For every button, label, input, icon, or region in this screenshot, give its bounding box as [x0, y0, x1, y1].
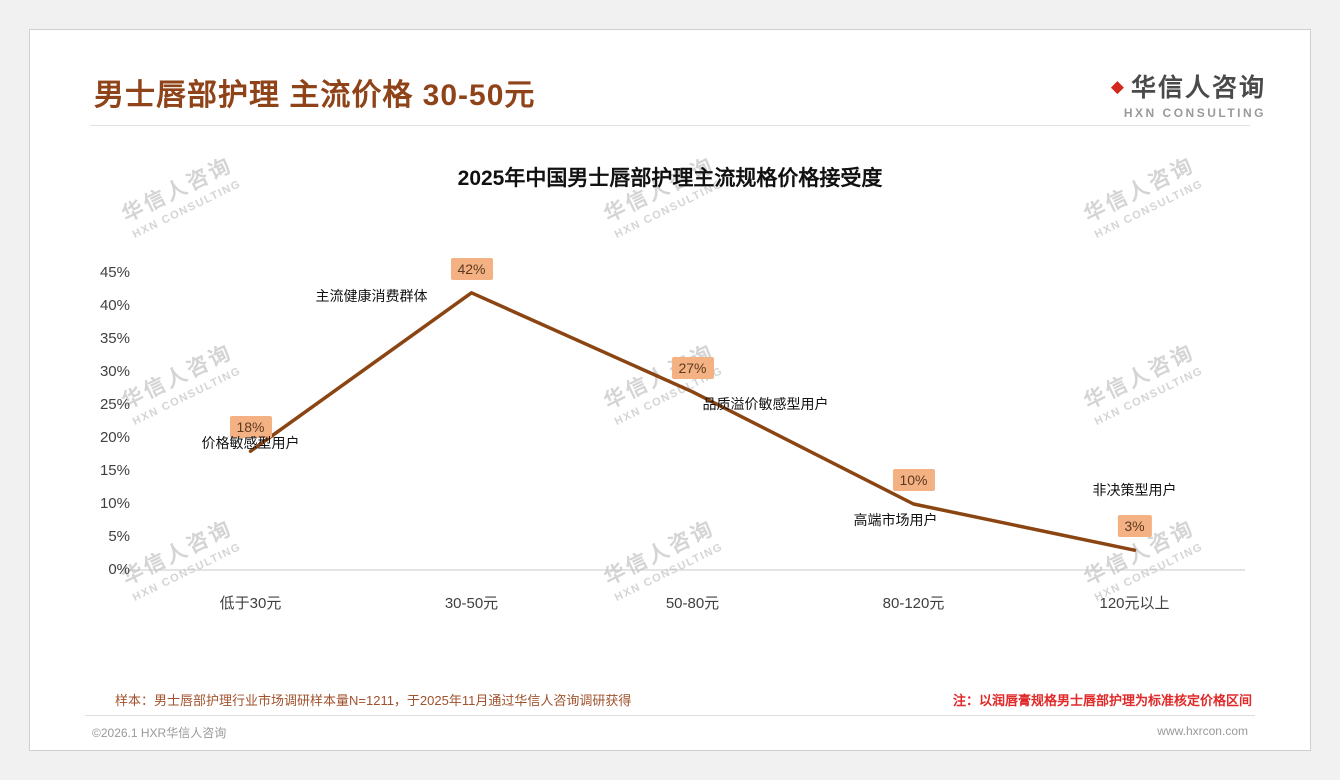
data-point-label: 10% [892, 469, 935, 491]
logo-name-cn: 华信人咨询 [1130, 74, 1266, 102]
data-point-label: 42% [450, 257, 493, 280]
y-axis-label: 40% [99, 297, 130, 314]
logo-icon: ◆ [1110, 76, 1124, 96]
x-axis-label: 30-50元 [444, 595, 499, 612]
y-axis-label: 15% [99, 462, 130, 479]
page-title: 男士唇部护理 主流价格 30-50元 [94, 79, 536, 112]
y-axis-label: 45% [99, 264, 130, 281]
company-logo: ◆ 华信人咨询 HXN CONSULTING [1111, 68, 1266, 120]
standard-note: 注：以润唇膏规格男士唇部护理为标准核定价格区间 [952, 693, 1252, 708]
y-axis-label: 5% [108, 528, 130, 545]
price-acceptance-chart: 0% 5% 10% 15% 20% 25% 30% 35% 40% 45% 低于30元 30-50元 5… [80, 255, 1265, 635]
x-axis-label: 80-120元 [882, 595, 945, 612]
y-axis-label: 10% [99, 495, 130, 512]
sample-note: 样本：男士唇部护理行业市场调研样本量N=1211，于2025年11月通过华信人咨… [115, 693, 632, 708]
website: www.hxrcon.com [1157, 724, 1248, 738]
copyright: ©2026.1 HXR华信人咨询 [92, 726, 227, 740]
segment-annotation: 非决策型用户 [1092, 482, 1177, 499]
segment-annotation: 主流健康消费群体 [315, 287, 428, 304]
segment-annotation: 高端市场用户 [853, 512, 938, 528]
y-axis-label: 25% [99, 396, 130, 413]
segment-annotation: 价格敏感型用户 [201, 435, 300, 452]
header-divider [90, 125, 1250, 126]
line-chart-canvas [128, 291, 1245, 571]
y-axis-label: 35% [99, 330, 130, 347]
price-acceptance-line [248, 291, 1137, 552]
chart-title: 2025年中国男士唇部护理主流规格价格接受度 [457, 167, 883, 190]
data-point-label: 27% [671, 356, 714, 379]
report-slide: 华信人咨询 HXN CONSULTING 华信人咨询 HXN CONSULTING 华信… [29, 29, 1311, 751]
logo-name-en: HXN CONSULTING [1123, 106, 1266, 120]
y-axis-label: 20% [99, 429, 130, 446]
y-axis-label: 0% [108, 561, 130, 578]
y-axis-label: 30% [99, 363, 130, 380]
data-point-label: 18% [229, 416, 272, 439]
x-axis-label: 50-80元 [665, 595, 720, 612]
data-point-label: 3% [1117, 515, 1152, 538]
x-axis-label: 120元以上 [1099, 595, 1170, 612]
x-axis-label: 低于30元 [219, 595, 282, 612]
segment-annotation: 品质溢价敏感型用户 [702, 395, 829, 412]
footer-divider [85, 715, 1255, 716]
